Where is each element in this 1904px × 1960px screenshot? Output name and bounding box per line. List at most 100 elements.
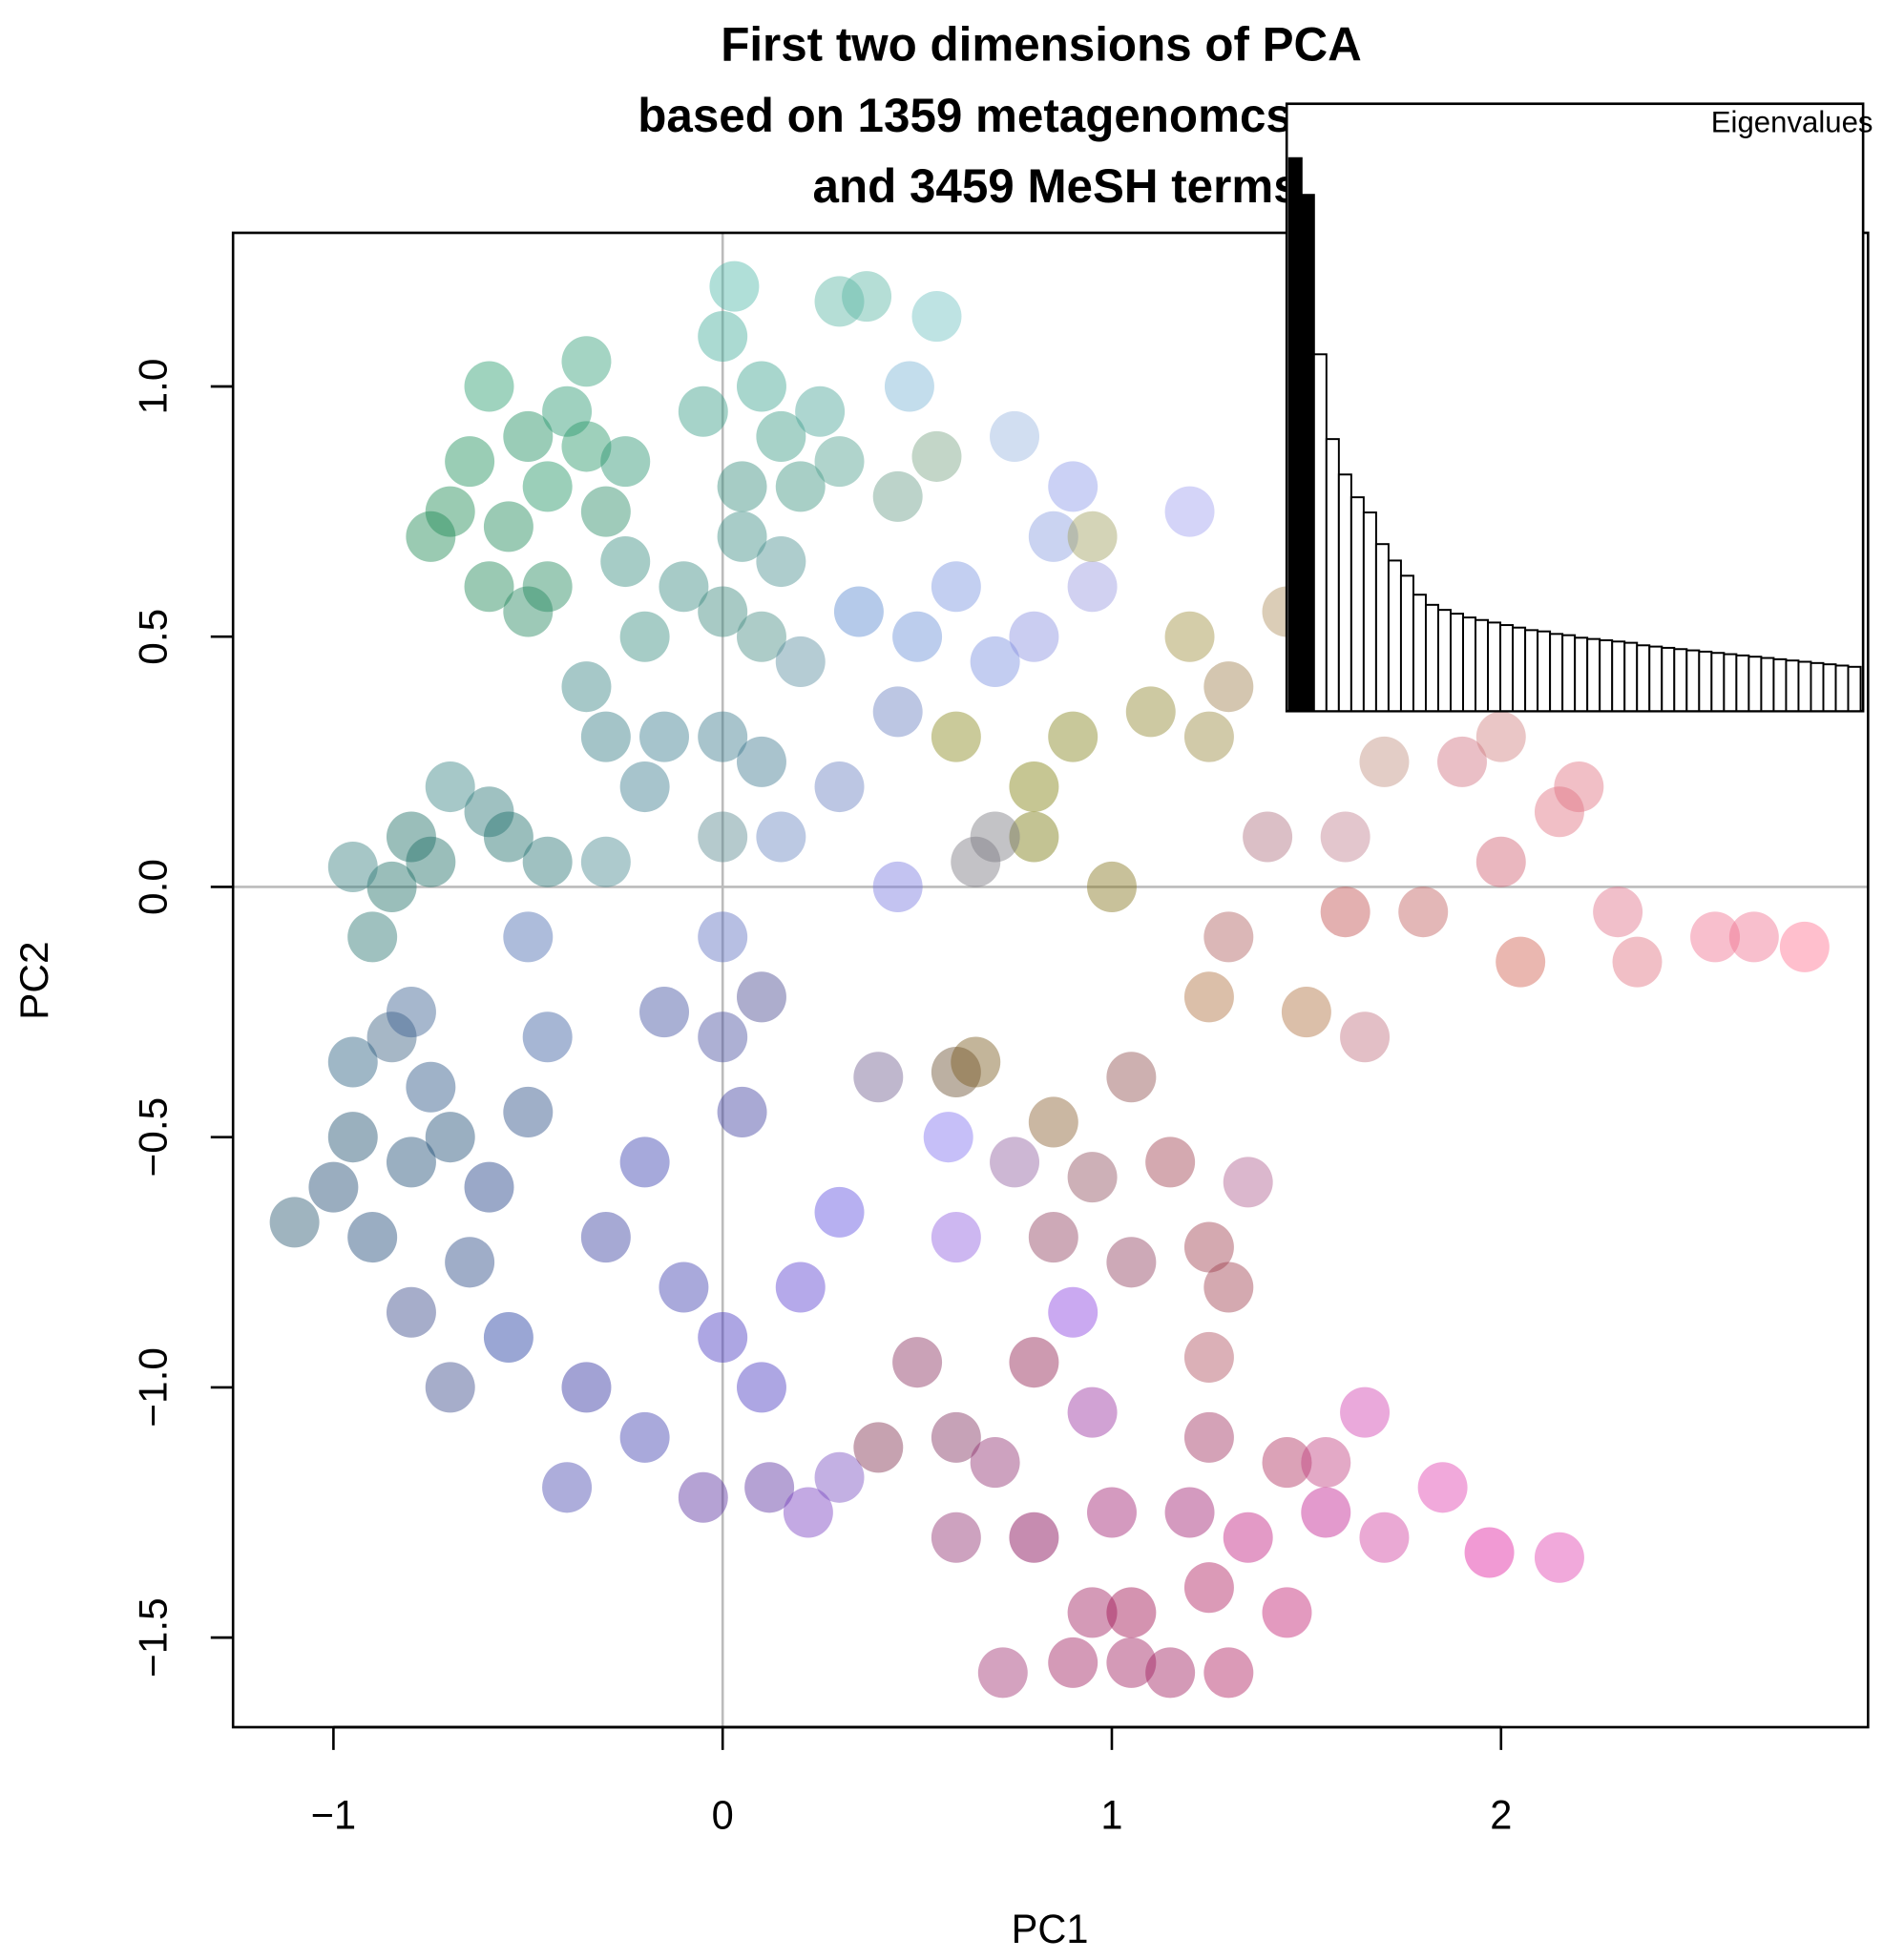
point bbox=[659, 1261, 709, 1313]
bar bbox=[1574, 636, 1589, 713]
point bbox=[600, 436, 651, 488]
point bbox=[951, 836, 1001, 887]
point bbox=[522, 836, 573, 887]
point bbox=[1048, 1286, 1098, 1338]
point bbox=[445, 436, 495, 488]
point bbox=[1048, 1637, 1098, 1688]
bar bbox=[1475, 618, 1490, 713]
point bbox=[1417, 1462, 1468, 1513]
point bbox=[542, 386, 593, 437]
point bbox=[503, 586, 554, 637]
point bbox=[1164, 1487, 1215, 1538]
point bbox=[561, 1362, 612, 1413]
point bbox=[639, 711, 689, 762]
y-tick-label: −1.0 bbox=[131, 1347, 176, 1428]
point bbox=[814, 276, 865, 327]
point bbox=[977, 1647, 1028, 1699]
point bbox=[1009, 611, 1059, 662]
point bbox=[1028, 1212, 1078, 1263]
point bbox=[884, 361, 934, 412]
point bbox=[464, 561, 514, 613]
chart-title: and 3459 MeSH terms bbox=[813, 159, 1300, 214]
point bbox=[1593, 886, 1643, 938]
bar bbox=[1599, 638, 1614, 713]
point bbox=[951, 1036, 1001, 1088]
point bbox=[386, 1136, 436, 1188]
point bbox=[698, 586, 748, 637]
point bbox=[347, 911, 398, 963]
point bbox=[931, 711, 981, 762]
point bbox=[1320, 886, 1370, 938]
inset-title: Eigenvalues bbox=[1711, 104, 1873, 138]
point bbox=[678, 1471, 728, 1523]
point bbox=[542, 1462, 593, 1513]
point bbox=[1475, 711, 1526, 762]
bar bbox=[1810, 661, 1825, 713]
point bbox=[503, 1086, 554, 1137]
bar bbox=[1512, 626, 1527, 713]
point bbox=[522, 561, 573, 613]
point bbox=[698, 1011, 748, 1063]
point bbox=[1340, 1387, 1391, 1438]
point bbox=[327, 841, 378, 892]
point bbox=[814, 761, 865, 813]
point bbox=[1728, 911, 1779, 963]
point bbox=[1690, 911, 1741, 963]
point bbox=[1183, 1411, 1234, 1463]
point bbox=[561, 336, 612, 387]
x-tick-label: −1 bbox=[311, 1792, 356, 1837]
bar bbox=[1822, 663, 1837, 713]
bar bbox=[1648, 645, 1663, 713]
point bbox=[990, 410, 1040, 462]
point bbox=[1067, 561, 1118, 613]
point bbox=[269, 1197, 320, 1248]
point bbox=[503, 410, 554, 462]
point bbox=[425, 1362, 475, 1413]
point bbox=[736, 361, 786, 412]
bar bbox=[1437, 609, 1452, 713]
point bbox=[833, 586, 884, 637]
bar bbox=[1450, 613, 1464, 713]
bar bbox=[1685, 649, 1701, 713]
bar bbox=[1300, 194, 1315, 713]
point bbox=[1281, 987, 1331, 1038]
y-axis-label: PC2 bbox=[11, 941, 56, 1020]
point bbox=[1009, 1337, 1059, 1388]
point bbox=[775, 461, 826, 512]
bar bbox=[1797, 660, 1812, 713]
bar bbox=[1387, 559, 1402, 713]
point bbox=[1301, 1437, 1351, 1489]
point bbox=[1262, 1587, 1312, 1638]
point bbox=[366, 861, 417, 912]
point bbox=[1106, 1052, 1157, 1103]
point bbox=[386, 811, 436, 863]
y-tick-label: −1.5 bbox=[131, 1597, 176, 1678]
point bbox=[872, 470, 923, 522]
point bbox=[931, 1411, 981, 1463]
point bbox=[1320, 811, 1370, 863]
point bbox=[619, 1136, 670, 1188]
point bbox=[853, 1052, 904, 1103]
bar bbox=[1710, 652, 1726, 713]
bar bbox=[1499, 624, 1515, 713]
point bbox=[990, 1136, 1040, 1188]
bar bbox=[1399, 574, 1414, 713]
point bbox=[1048, 461, 1098, 512]
point bbox=[1534, 786, 1584, 838]
point bbox=[327, 1036, 378, 1088]
point bbox=[464, 1161, 514, 1213]
bar bbox=[1847, 665, 1862, 713]
point bbox=[1554, 761, 1604, 813]
point bbox=[783, 1487, 833, 1538]
point bbox=[483, 811, 534, 863]
point bbox=[1359, 736, 1410, 787]
point bbox=[580, 836, 631, 887]
point bbox=[483, 1311, 534, 1363]
bar bbox=[1537, 630, 1552, 713]
point bbox=[736, 736, 786, 787]
point bbox=[709, 261, 760, 312]
point bbox=[775, 1261, 826, 1313]
bar bbox=[1374, 543, 1390, 713]
point bbox=[1183, 1221, 1234, 1273]
